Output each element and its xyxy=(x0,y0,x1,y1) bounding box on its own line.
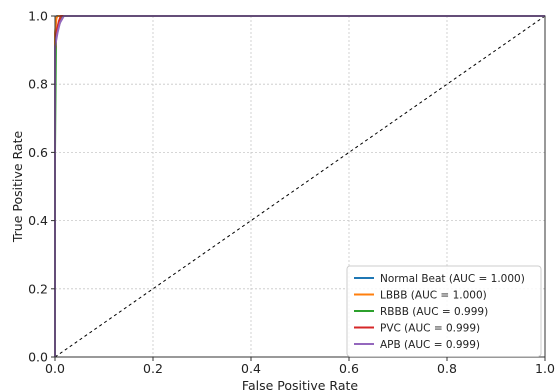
y-tick-label: 0.6 xyxy=(28,145,48,160)
legend-entry-label: RBBB (AUC = 0.999) xyxy=(380,306,488,318)
legend-entry-label: LBBB (AUC = 1.000) xyxy=(380,290,487,302)
legend-entry-label: Normal Beat (AUC = 1.000) xyxy=(380,273,525,285)
y-tick-label: 0.2 xyxy=(28,281,48,296)
x-axis-label: False Positive Rate xyxy=(242,378,358,392)
x-axis-ticks: 0.0 0.2 0.4 0.6 0.8 1.0 xyxy=(45,357,555,376)
x-tick-label: 1.0 xyxy=(535,361,555,376)
x-tick-label: 0.0 xyxy=(45,361,65,376)
legend-entry-label: APB (AUC = 0.999) xyxy=(380,339,480,351)
legend: Normal Beat (AUC = 1.000) LBBB (AUC = 1.0… xyxy=(346,265,542,357)
x-tick-label: 0.2 xyxy=(143,361,163,376)
y-tick-label: 0.8 xyxy=(28,77,48,92)
y-axis-ticks: 0.0 0.2 0.4 0.6 0.8 1.0 xyxy=(28,9,55,365)
y-tick-label: 0.4 xyxy=(28,213,48,228)
legend-entry-label: PVC (AUC = 0.999) xyxy=(380,323,480,335)
x-tick-label: 0.4 xyxy=(241,361,261,376)
legend-box xyxy=(346,265,542,357)
x-tick-label: 0.8 xyxy=(437,361,457,376)
plot-area-frame xyxy=(54,15,546,358)
y-tick-label: 0.0 xyxy=(28,350,48,365)
y-tick-label: 1.0 xyxy=(28,9,48,24)
x-tick-label: 0.6 xyxy=(339,361,359,376)
y-axis-label: True Positive Rate xyxy=(10,131,25,244)
